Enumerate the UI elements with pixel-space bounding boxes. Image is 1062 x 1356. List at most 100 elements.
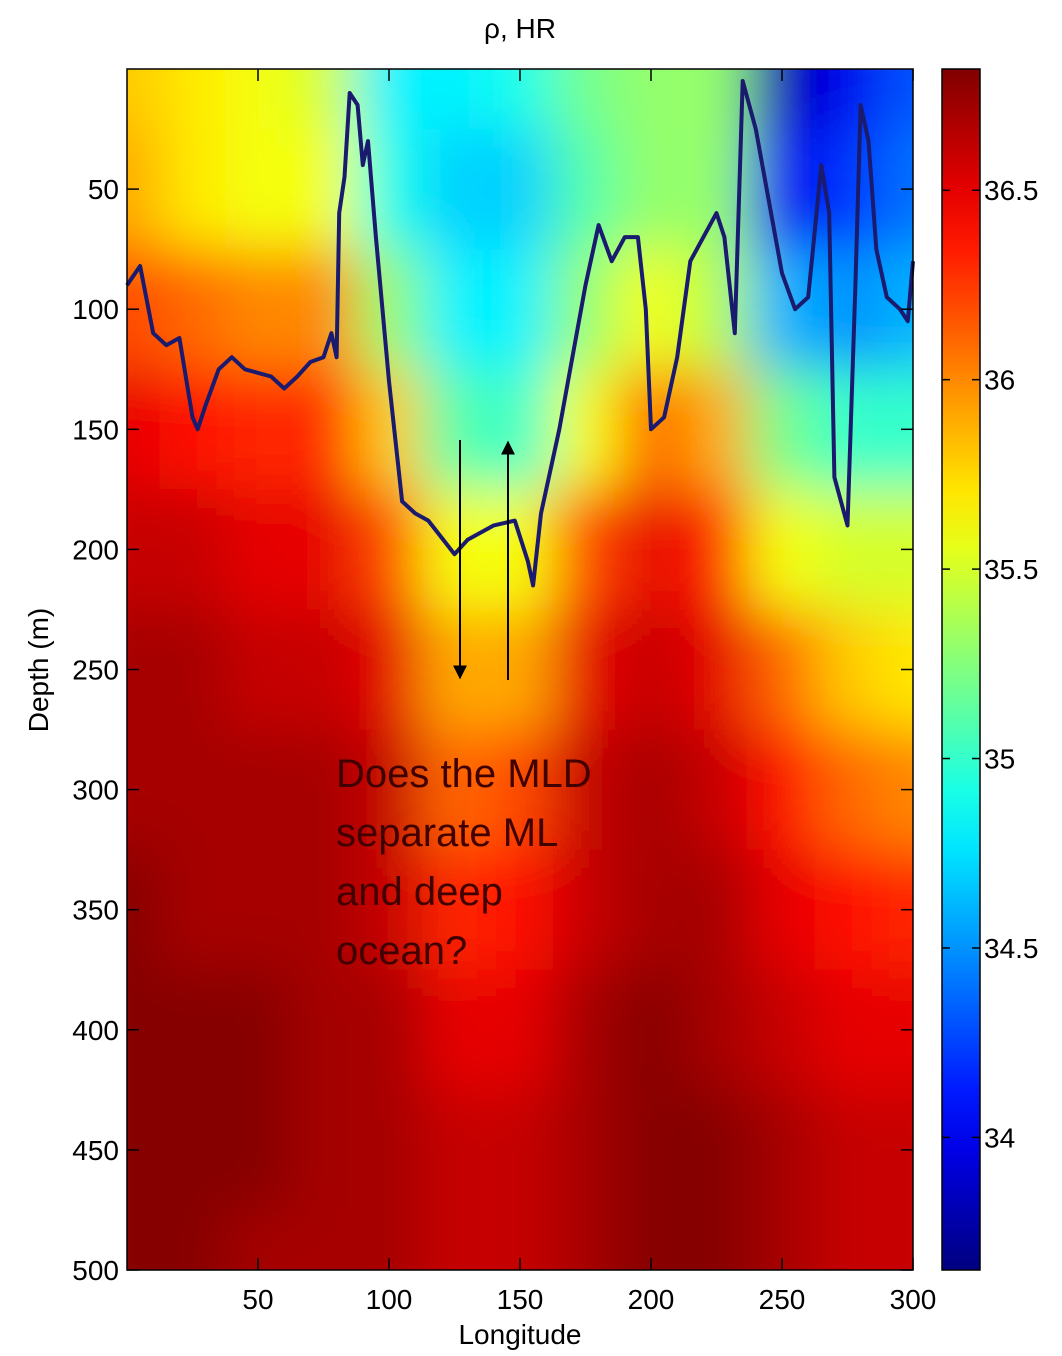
y-tick-label: 50 bbox=[88, 174, 119, 205]
heat-cell bbox=[814, 729, 881, 851]
heat-cell bbox=[290, 1209, 357, 1270]
heat-cell bbox=[159, 489, 226, 610]
heat-cell bbox=[290, 609, 357, 731]
heat-cell bbox=[421, 1089, 488, 1211]
heat-cell bbox=[290, 249, 357, 370]
heat-cell bbox=[618, 969, 685, 1091]
heat-cell bbox=[552, 69, 619, 130]
annotation-line: separate ML bbox=[336, 811, 558, 855]
heat-cell bbox=[552, 849, 619, 971]
heat-cell bbox=[749, 969, 816, 1091]
heat-cell bbox=[552, 249, 619, 370]
heat-cell bbox=[814, 249, 881, 370]
heat-cell bbox=[290, 729, 357, 851]
heat-cell bbox=[683, 849, 750, 971]
heat-cell bbox=[159, 849, 226, 971]
heat-cell bbox=[487, 129, 554, 250]
heat-cell bbox=[290, 369, 357, 490]
annotation-line: and deep bbox=[336, 870, 503, 914]
colorbar-tick-label: 36.5 bbox=[984, 175, 1039, 206]
heat-cell bbox=[814, 609, 881, 731]
heat-cell bbox=[421, 1209, 488, 1270]
heat-cell bbox=[421, 129, 488, 250]
heat-cell bbox=[880, 69, 913, 130]
heat-cell bbox=[618, 489, 685, 610]
y-tick-label: 150 bbox=[72, 414, 119, 445]
y-axis-label: Depth (m) bbox=[23, 608, 54, 732]
heat-cell bbox=[552, 969, 619, 1091]
heat-cell bbox=[356, 609, 423, 731]
heat-cell bbox=[814, 1089, 881, 1211]
heat-cell bbox=[618, 609, 685, 731]
y-tick-label: 450 bbox=[72, 1135, 119, 1166]
heat-cell bbox=[683, 1089, 750, 1211]
x-tick-label: 150 bbox=[497, 1284, 544, 1315]
y-tick-label: 500 bbox=[72, 1255, 119, 1286]
heat-cell bbox=[552, 1209, 619, 1270]
heat-cell bbox=[618, 849, 685, 971]
heat-cell bbox=[749, 1089, 816, 1211]
heat-cell bbox=[421, 969, 488, 1091]
heat-cell bbox=[683, 369, 750, 490]
heat-cell bbox=[159, 69, 226, 130]
chart-title: ρ, HR bbox=[484, 13, 556, 44]
heat-cell bbox=[421, 609, 488, 731]
heat-cell bbox=[290, 1089, 357, 1211]
colorbar-tick-label: 34.5 bbox=[984, 933, 1039, 964]
heat-cell bbox=[225, 609, 292, 731]
heat-cell bbox=[487, 609, 554, 731]
heat-cell bbox=[683, 249, 750, 370]
y-tick-label: 350 bbox=[72, 895, 119, 926]
heat-cell bbox=[421, 729, 488, 851]
x-tick-label: 100 bbox=[366, 1284, 413, 1315]
x-tick-label: 200 bbox=[628, 1284, 675, 1315]
heat-cell bbox=[356, 729, 423, 851]
heat-cell bbox=[683, 489, 750, 610]
heat-cell bbox=[225, 969, 292, 1091]
annotation: Does the MLD separate ML and deep ocean? bbox=[336, 752, 592, 973]
heat-cell bbox=[225, 1089, 292, 1211]
y-tick-label: 300 bbox=[72, 775, 119, 806]
heat-cell bbox=[618, 129, 685, 250]
heat-cell bbox=[618, 729, 685, 851]
heat-cell bbox=[159, 369, 226, 490]
heat-cell bbox=[159, 1089, 226, 1211]
heat-cell bbox=[290, 969, 357, 1091]
heat-cell bbox=[225, 729, 292, 851]
heat-cell bbox=[552, 729, 619, 851]
heat-cell bbox=[487, 369, 554, 490]
heat-cell bbox=[290, 489, 357, 610]
heat-cell bbox=[814, 69, 881, 130]
heat-cell bbox=[127, 69, 161, 130]
heat-cell bbox=[683, 1209, 750, 1270]
x-tick-label: 250 bbox=[759, 1284, 806, 1315]
heat-cell bbox=[225, 249, 292, 370]
heat-cell bbox=[683, 729, 750, 851]
annotation-line: ocean? bbox=[336, 929, 467, 973]
x-tick-label: 50 bbox=[242, 1284, 273, 1315]
colorbar-tick-label: 36 bbox=[984, 365, 1015, 396]
heatmap bbox=[127, 69, 913, 1270]
heat-cell bbox=[225, 849, 292, 971]
y-tick-label: 100 bbox=[72, 294, 119, 325]
y-tick-label: 200 bbox=[72, 534, 119, 565]
heat-cell bbox=[159, 1209, 226, 1270]
heat-cell bbox=[552, 369, 619, 490]
heat-cell bbox=[421, 489, 488, 610]
heat-cell bbox=[552, 609, 619, 731]
heat-cell bbox=[618, 1089, 685, 1211]
heat-cell bbox=[487, 849, 554, 971]
heat-cell bbox=[159, 609, 226, 731]
heat-cell bbox=[487, 729, 554, 851]
heat-cell bbox=[356, 489, 423, 610]
heat-cell bbox=[356, 1089, 423, 1211]
heat-cell bbox=[814, 969, 881, 1091]
heat-cell bbox=[814, 1209, 881, 1270]
x-axis-label: Longitude bbox=[458, 1319, 581, 1350]
heat-cell bbox=[225, 489, 292, 610]
heat-cell bbox=[880, 1209, 913, 1270]
heat-cell bbox=[683, 609, 750, 731]
heat-cell bbox=[749, 849, 816, 971]
heat-cell bbox=[749, 369, 816, 490]
heat-cell bbox=[487, 969, 554, 1091]
